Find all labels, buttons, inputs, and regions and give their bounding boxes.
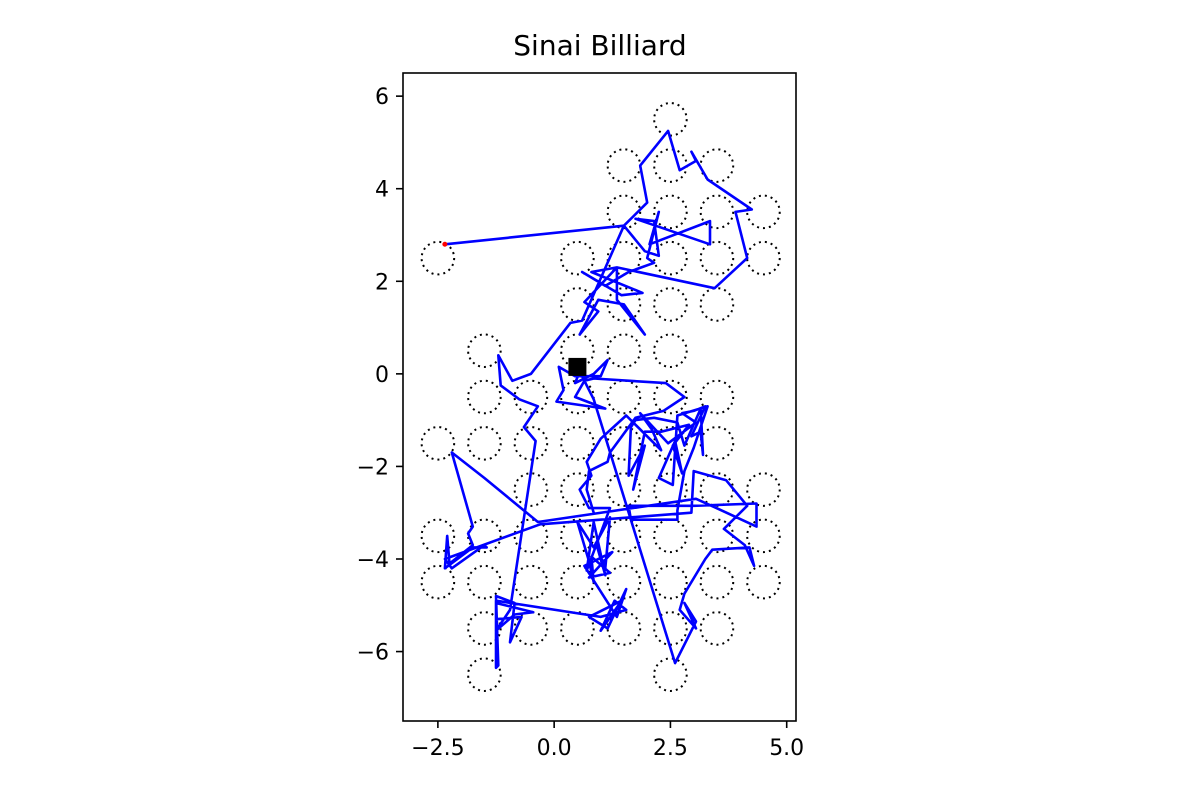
chart-title: Sinai Billiard (513, 29, 686, 62)
x-tick-label: −2.5 (411, 736, 464, 761)
scatterer-circle (467, 379, 502, 415)
trajectory-layer (443, 129, 758, 670)
scatterer-circle (653, 333, 688, 368)
scatterer-circle (606, 287, 642, 322)
scatterer-circle (467, 426, 502, 461)
end-marker (442, 241, 448, 247)
x-axis: −2.5 0.0 2.5 5.0 (411, 721, 804, 761)
y-tick-label: 0 (375, 363, 389, 388)
scatterer-circle (699, 518, 735, 554)
y-tick-label: −4 (357, 548, 389, 573)
marker-layer (442, 241, 587, 376)
scatterer-circle (606, 148, 642, 183)
scatterer-circle (513, 564, 549, 600)
scatterer-circle (513, 611, 549, 646)
scatterer-circle (653, 194, 688, 230)
scatterer-circle (746, 518, 781, 554)
y-tick-label: −6 (357, 641, 389, 666)
scatterer-circle (699, 240, 735, 276)
scatterer-circle (653, 518, 688, 554)
x-tick-label: 0.0 (537, 736, 572, 761)
scatterer-circle (513, 518, 549, 554)
scatterer-layer (420, 102, 781, 692)
scatterer-circle (467, 518, 502, 554)
scatterer-circle (653, 102, 688, 137)
scatterer-circle (653, 611, 688, 646)
scatterer-circle (467, 611, 502, 646)
scatterer-circle (699, 426, 735, 461)
scatterer-circle (606, 426, 642, 461)
scatterer-circle (699, 611, 735, 646)
y-axis: 6 4 2 0 −2 −4 −6 (357, 85, 403, 666)
scatterer-circle (420, 240, 456, 276)
scatterer-circle (699, 564, 735, 600)
scatterer-circle (467, 657, 502, 692)
scatterer-circle (606, 333, 642, 368)
scatterer-circle (606, 194, 642, 230)
scatterer-circle (513, 472, 549, 507)
scatterer-circle (653, 148, 688, 183)
scatterer-circle (746, 472, 781, 507)
scatterer-circle (467, 333, 502, 368)
scatterer-circle (420, 426, 456, 461)
x-tick-label: 5.0 (769, 736, 804, 761)
scatterer-circle (560, 426, 595, 461)
scatterer-circle (560, 472, 595, 507)
y-tick-label: −2 (357, 455, 389, 480)
plot-frame (402, 72, 797, 722)
scatterer-circle (560, 611, 595, 646)
scatterer-circle (420, 518, 456, 554)
scatterer-circle (513, 379, 549, 415)
scatterer-circle (653, 287, 688, 322)
scatterer-circle (606, 611, 642, 646)
scatterer-circle (699, 148, 735, 183)
scatterer-circle (653, 564, 688, 600)
scatterer-circle (746, 564, 781, 600)
scatterer-circle (746, 194, 781, 230)
x-tick-label: 2.5 (653, 736, 688, 761)
scatterer-circle (699, 379, 735, 415)
y-tick-label: 2 (375, 270, 389, 295)
scatterer-circle (653, 657, 688, 692)
scatterer-circle (467, 564, 502, 600)
y-tick-label: 6 (375, 85, 389, 110)
scatterer-circle (699, 287, 735, 322)
y-tick-label: 4 (375, 178, 389, 203)
scatterer-circle (420, 564, 456, 600)
start-marker (568, 357, 587, 376)
scatterer-circle (653, 379, 688, 415)
scatterer-circle (560, 518, 595, 554)
scatterer-circle (606, 379, 642, 415)
scatterer-circle (560, 240, 595, 276)
scatterer-circle (699, 194, 735, 230)
scatterer-circle (513, 426, 549, 461)
scatterer-circle (560, 564, 595, 600)
trajectory-line (443, 129, 758, 670)
scatterer-circle (606, 472, 642, 507)
scatterer-circle (606, 518, 642, 554)
scatterer-circle (653, 240, 688, 276)
scatterer-circle (746, 240, 781, 276)
